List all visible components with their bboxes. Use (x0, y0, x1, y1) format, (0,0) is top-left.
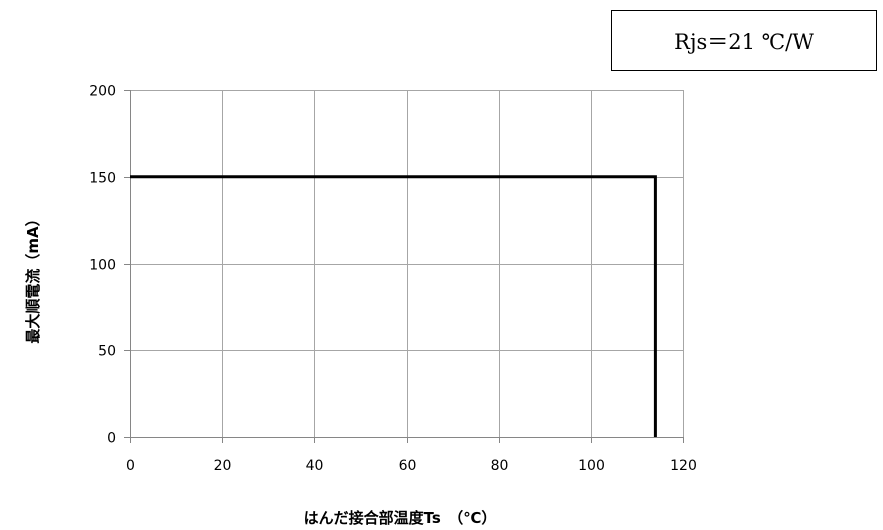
thermal-resistance-annotation: Rjs＝21 ℃/W (611, 10, 877, 71)
y-tick-label: 50 (98, 344, 116, 360)
x-tick-label: 40 (306, 458, 324, 474)
series-line (130, 175, 657, 437)
y-tick-label: 100 (89, 258, 116, 274)
y-axis-title: 最大順電流（mA） (24, 211, 42, 343)
x-tick-label: 100 (578, 458, 605, 474)
x-axis-title: はんだ接合部温度Ts （℃） (304, 509, 497, 527)
x-tick-label: 20 (214, 458, 232, 474)
grid-lines (130, 90, 684, 437)
x-tick-label: 120 (670, 458, 697, 474)
y-tick-label: 200 (89, 84, 116, 100)
tick-labels: 0 50 100 150 200 0 20 40 60 80 100 120 (89, 84, 697, 475)
y-tick-label: 150 (89, 171, 116, 187)
y-tick-label: 0 (107, 431, 116, 447)
x-tick-label: 60 (399, 458, 417, 474)
axes (124, 90, 684, 443)
x-tick-label: 0 (126, 458, 135, 474)
x-tick-label: 80 (491, 458, 509, 474)
data-series (130, 175, 657, 437)
